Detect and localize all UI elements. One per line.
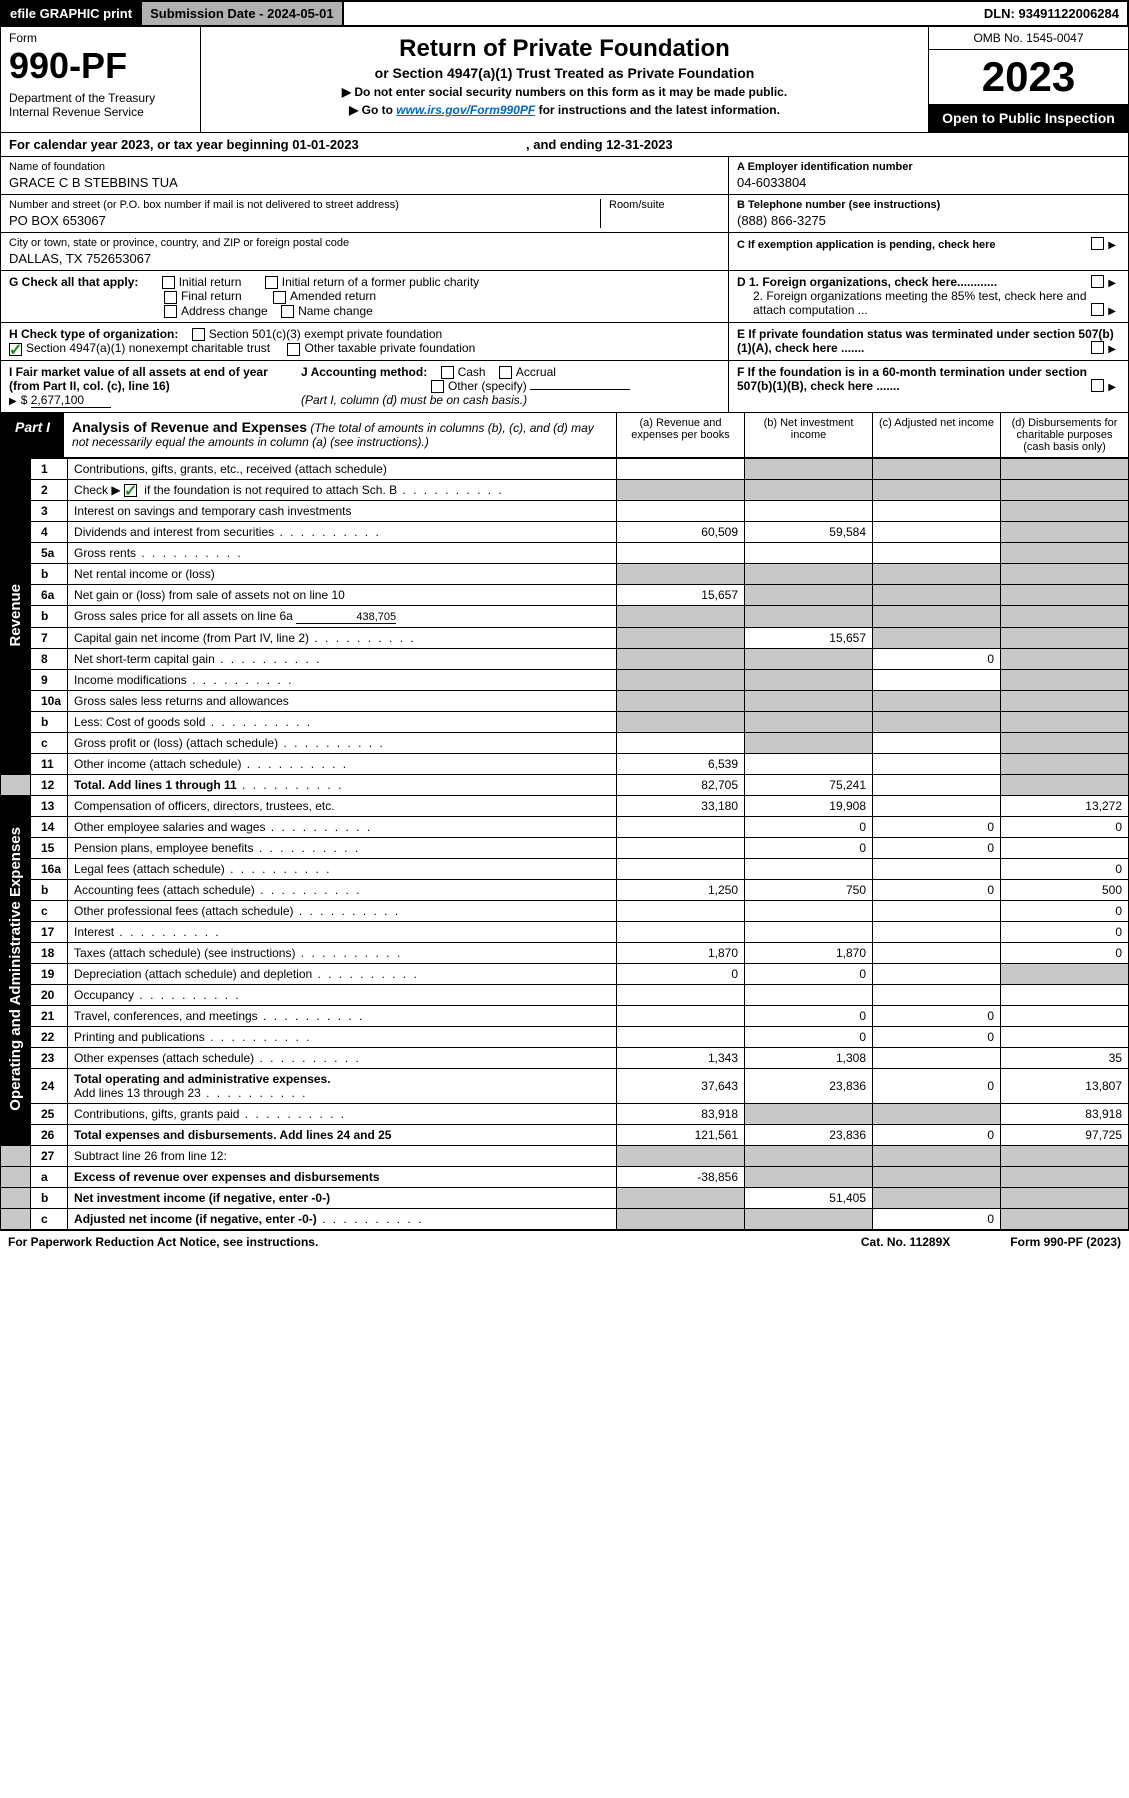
final-return-cb[interactable] xyxy=(164,291,177,304)
d1-cb[interactable] xyxy=(1091,275,1104,288)
city-state-zip: DALLAS, TX 752653067 xyxy=(9,249,720,266)
s4947-cb[interactable] xyxy=(9,343,22,356)
part1-header: Part I Analysis of Revenue and Expenses … xyxy=(0,413,1129,458)
efile-print[interactable]: efile GRAPHIC print xyxy=(2,2,140,25)
city-label: City or town, state or province, country… xyxy=(9,237,720,249)
col-a: (a) Revenue and expenses per books xyxy=(616,413,744,457)
f-label: F If the foundation is in a 60-month ter… xyxy=(737,365,1087,393)
other-taxable-cb[interactable] xyxy=(287,343,300,356)
schb-cb[interactable] xyxy=(124,484,137,497)
irs-link[interactable]: www.irs.gov/Form990PF xyxy=(396,103,535,117)
part1-title: Analysis of Revenue and Expenses xyxy=(72,419,307,435)
initial-former-cb[interactable] xyxy=(265,276,278,289)
c-label: C If exemption application is pending, c… xyxy=(737,239,996,251)
h-row: H Check type of organization: Section 50… xyxy=(0,323,1129,361)
street-address: PO BOX 653067 xyxy=(9,211,600,228)
initial-return-cb[interactable] xyxy=(162,276,175,289)
expenses-side: Operating and Administrative Expenses xyxy=(1,795,31,1145)
part1-tag: Part I xyxy=(1,413,64,457)
dept: Department of the Treasury xyxy=(9,91,192,105)
bullet-2: ▶ Go to www.irs.gov/Form990PF for instru… xyxy=(209,103,920,117)
col-b: (b) Net investment income xyxy=(744,413,872,457)
c-checkbox[interactable] xyxy=(1091,237,1104,250)
revenue-side: Revenue xyxy=(1,458,31,774)
addr-label: Number and street (or P.O. box number if… xyxy=(9,199,600,211)
room-label: Room/suite xyxy=(609,199,720,211)
form-ref: Form 990-PF (2023) xyxy=(1010,1235,1121,1249)
form-word: Form xyxy=(9,31,192,45)
e-label: E If private foundation status was termi… xyxy=(737,327,1114,355)
identity-block: Name of foundation GRACE C B STEBBINS TU… xyxy=(0,157,1129,271)
addr-change-cb[interactable] xyxy=(164,305,177,318)
e-cb[interactable] xyxy=(1091,341,1104,354)
calendar-year-row: For calendar year 2023, or tax year begi… xyxy=(0,133,1129,157)
irs: Internal Revenue Service xyxy=(9,105,192,119)
ijf-row: I Fair market value of all assets at end… xyxy=(0,361,1129,413)
col-d: (d) Disbursements for charitable purpose… xyxy=(1000,413,1128,457)
ein-label: A Employer identification number xyxy=(737,161,1120,173)
d1-label: D 1. Foreign organizations, check here..… xyxy=(737,275,997,289)
phone-label: B Telephone number (see instructions) xyxy=(737,199,1120,211)
form-header: Form 990-PF Department of the Treasury I… xyxy=(0,27,1129,133)
pra-notice: For Paperwork Reduction Act Notice, see … xyxy=(8,1235,318,1249)
i-value: 2,677,100 xyxy=(31,393,111,408)
topbar: efile GRAPHIC print Submission Date - 20… xyxy=(0,0,1129,27)
open-to-public: Open to Public Inspection xyxy=(929,104,1128,132)
cat-no: Cat. No. 11289X xyxy=(861,1235,950,1249)
d2-cb[interactable] xyxy=(1091,303,1104,316)
form-subtitle: or Section 4947(a)(1) Trust Treated as P… xyxy=(209,65,920,81)
d2-label: 2. Foreign organizations meeting the 85%… xyxy=(753,289,1087,317)
j-label: J Accounting method: xyxy=(301,365,427,379)
ein: 04-6033804 xyxy=(737,173,1120,190)
accrual-cb[interactable] xyxy=(499,366,512,379)
cash-cb[interactable] xyxy=(441,366,454,379)
f-cb[interactable] xyxy=(1091,379,1104,392)
bullet-1: ▶ Do not enter social security numbers o… xyxy=(209,85,920,99)
dln: DLN: 93491122006284 xyxy=(976,2,1127,25)
form-number: 990-PF xyxy=(9,45,192,87)
foundation-name: GRACE C B STEBBINS TUA xyxy=(9,173,720,190)
phone: (888) 866-3275 xyxy=(737,211,1120,228)
s501-cb[interactable] xyxy=(192,328,205,341)
h-label: H Check type of organization: xyxy=(9,327,178,341)
part1-table: Revenue 1Contributions, gifts, grants, e… xyxy=(0,458,1129,1230)
i-label: I Fair market value of all assets at end… xyxy=(9,365,268,393)
g-label: G Check all that apply: xyxy=(9,275,138,289)
form-title: Return of Private Foundation xyxy=(209,35,920,63)
tax-year: 2023 xyxy=(929,50,1128,104)
omb-number: OMB No. 1545-0047 xyxy=(929,27,1128,50)
submission-date: Submission Date - 2024-05-01 xyxy=(140,2,344,25)
g-row: G Check all that apply: Initial return I… xyxy=(0,271,1129,323)
col-c: (c) Adjusted net income xyxy=(872,413,1000,457)
j-note: (Part I, column (d) must be on cash basi… xyxy=(301,393,527,407)
footer: For Paperwork Reduction Act Notice, see … xyxy=(0,1230,1129,1253)
name-change-cb[interactable] xyxy=(281,305,294,318)
amended-cb[interactable] xyxy=(273,291,286,304)
name-label: Name of foundation xyxy=(9,161,720,173)
other-method-cb[interactable] xyxy=(431,380,444,393)
